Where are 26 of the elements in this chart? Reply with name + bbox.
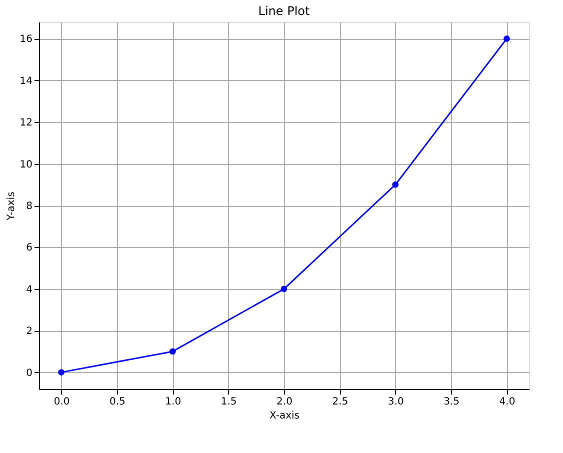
x-tick-label: 2.0 [276, 396, 292, 408]
point [169, 348, 176, 355]
y-axis-title: Y-axis [6, 192, 17, 222]
point [280, 286, 288, 292]
y-tick-label: 0 [26, 368, 32, 379]
point [504, 36, 510, 42]
point [392, 181, 399, 188]
x-tick-label: 1.5 [220, 396, 237, 408]
y-tick-label: 4 [26, 284, 32, 296]
x-tick-label: 2.5 [332, 396, 348, 408]
y-tick-label: 12 [20, 118, 32, 129]
y-tick-label: 16 [20, 34, 32, 46]
y-tick-label: 6 [26, 242, 32, 254]
x-tick-label: 1.0 [165, 396, 182, 408]
y-tick-label: 14 [20, 76, 32, 87]
chart-title: Line Plot [258, 4, 310, 18]
x-tick-label: 3.0 [388, 396, 404, 408]
y-tick-label: 8 [26, 201, 32, 212]
x-axis-title: X-axis [270, 410, 300, 422]
y-tick-label: 2 [26, 326, 32, 338]
x-tick-label: 3.5 [444, 396, 460, 408]
x-tick-label: 0.0 [54, 396, 70, 408]
point [58, 369, 64, 376]
x-tick-label: 4.0 [499, 396, 516, 408]
x-tick-label: 0.5 [110, 396, 126, 408]
y-tick-label: 10 [20, 159, 32, 170]
